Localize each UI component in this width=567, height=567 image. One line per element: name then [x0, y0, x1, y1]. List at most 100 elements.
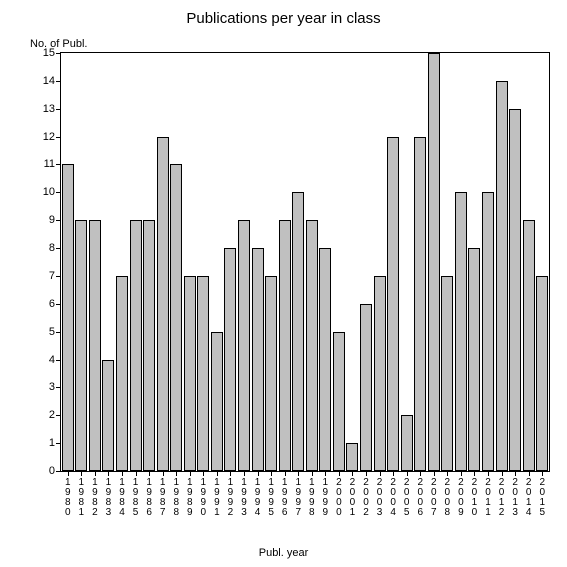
- x-tick: [542, 472, 543, 476]
- bar: [374, 276, 386, 471]
- y-tick-label: 6: [35, 298, 55, 310]
- chart-container: Publications per year in class No. of Pu…: [0, 0, 567, 567]
- y-tick: [56, 109, 60, 110]
- bar: [455, 192, 467, 471]
- x-tick-label: 2008: [442, 478, 452, 518]
- bar: [441, 276, 453, 471]
- x-tick-label: 1987: [158, 478, 168, 518]
- y-tick-label: 11: [35, 158, 55, 170]
- y-tick: [56, 332, 60, 333]
- bar: [346, 443, 358, 471]
- x-tick: [339, 472, 340, 476]
- bar: [89, 220, 101, 471]
- y-tick: [56, 164, 60, 165]
- x-tick: [529, 472, 530, 476]
- bar: [102, 360, 114, 471]
- x-tick-label: 1985: [131, 478, 141, 518]
- x-tick-label: 2015: [537, 478, 547, 518]
- y-tick-label: 4: [35, 354, 55, 366]
- y-tick: [56, 304, 60, 305]
- x-tick: [176, 472, 177, 476]
- x-tick-label: 2005: [402, 478, 412, 518]
- y-tick: [56, 360, 60, 361]
- bar: [428, 53, 440, 471]
- x-tick-label: 1992: [225, 478, 235, 518]
- y-tick: [56, 137, 60, 138]
- bar: [536, 276, 548, 471]
- x-tick: [258, 472, 259, 476]
- bar: [523, 220, 535, 471]
- x-tick-label: 1982: [90, 478, 100, 518]
- x-tick: [108, 472, 109, 476]
- y-tick-label: 3: [35, 381, 55, 393]
- bar: [319, 248, 331, 471]
- x-tick: [81, 472, 82, 476]
- x-tick-label: 1994: [253, 478, 263, 518]
- y-tick: [56, 415, 60, 416]
- y-tick-label: 15: [35, 47, 55, 59]
- x-tick: [298, 472, 299, 476]
- y-tick-label: 5: [35, 326, 55, 338]
- x-tick: [502, 472, 503, 476]
- x-tick-label: 2006: [415, 478, 425, 518]
- y-tick-label: 2: [35, 409, 55, 421]
- bar: [387, 137, 399, 471]
- bar: [197, 276, 209, 471]
- y-tick-label: 10: [35, 186, 55, 198]
- y-tick: [56, 471, 60, 472]
- x-tick-label: 2004: [388, 478, 398, 518]
- x-tick: [163, 472, 164, 476]
- bar: [184, 276, 196, 471]
- y-tick-label: 9: [35, 214, 55, 226]
- x-tick: [352, 472, 353, 476]
- y-tick: [56, 192, 60, 193]
- x-tick: [68, 472, 69, 476]
- bar: [252, 248, 264, 471]
- bar: [238, 220, 250, 471]
- x-tick: [244, 472, 245, 476]
- x-tick-label: 1998: [307, 478, 317, 518]
- x-tick-label: 1997: [293, 478, 303, 518]
- y-tick: [56, 276, 60, 277]
- x-tick: [461, 472, 462, 476]
- x-tick: [95, 472, 96, 476]
- y-tick: [56, 81, 60, 82]
- x-tick-label: 1983: [103, 478, 113, 518]
- bar: [265, 276, 277, 471]
- x-tick: [271, 472, 272, 476]
- x-tick: [285, 472, 286, 476]
- x-tick-label: 1980: [63, 478, 73, 518]
- x-tick-label: 1995: [266, 478, 276, 518]
- x-tick-label: 2001: [347, 478, 357, 518]
- x-tick-label: 1989: [185, 478, 195, 518]
- bar: [468, 248, 480, 471]
- x-tick-label: 2010: [469, 478, 479, 518]
- y-tick-label: 12: [35, 131, 55, 143]
- bar: [143, 220, 155, 471]
- y-tick-label: 7: [35, 270, 55, 282]
- x-tick: [366, 472, 367, 476]
- y-tick: [56, 53, 60, 54]
- x-tick-label: 2013: [510, 478, 520, 518]
- x-tick: [325, 472, 326, 476]
- bar: [116, 276, 128, 471]
- x-tick-label: 2009: [456, 478, 466, 518]
- x-tick: [230, 472, 231, 476]
- x-tick: [380, 472, 381, 476]
- bar: [292, 192, 304, 471]
- x-tick-label: 1988: [171, 478, 181, 518]
- y-tick-label: 1: [35, 437, 55, 449]
- bar: [224, 248, 236, 471]
- x-tick-label: 2012: [497, 478, 507, 518]
- x-tick: [434, 472, 435, 476]
- x-tick-label: 1984: [117, 478, 127, 518]
- bar: [211, 332, 223, 471]
- x-tick-label: 1990: [198, 478, 208, 518]
- x-tick: [447, 472, 448, 476]
- y-tick-label: 0: [35, 465, 55, 477]
- y-tick: [56, 248, 60, 249]
- bar: [414, 137, 426, 471]
- x-tick: [203, 472, 204, 476]
- bar: [482, 192, 494, 471]
- bar: [157, 137, 169, 471]
